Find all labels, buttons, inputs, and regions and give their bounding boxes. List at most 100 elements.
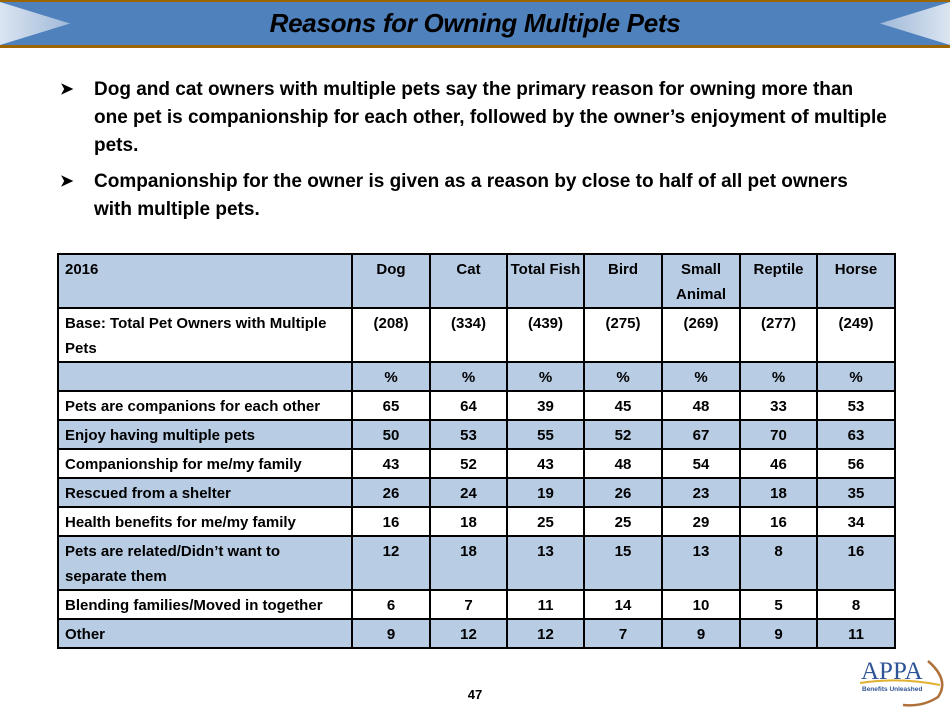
- row-label: 2016: [57, 253, 353, 309]
- table-cell: 15: [583, 535, 663, 591]
- row-label: Blending families/Moved in together: [57, 589, 353, 620]
- row-label: Other: [57, 618, 353, 649]
- table-cell: 26: [351, 477, 431, 508]
- table-cell: 18: [429, 506, 508, 537]
- table-cell: 43: [351, 448, 431, 479]
- table-cell: 55: [506, 419, 585, 450]
- table-cell: 12: [351, 535, 431, 591]
- row-label: Pets are related/Didn’t want to separate…: [57, 535, 353, 591]
- table-cell: Reptile: [739, 253, 818, 309]
- table-cell: Dog: [351, 253, 431, 309]
- table-cell: 26: [583, 477, 663, 508]
- table-cell: 46: [739, 448, 818, 479]
- table-cell: 64: [429, 390, 508, 421]
- table-cell: 11: [816, 618, 896, 649]
- table-cell: 65: [351, 390, 431, 421]
- table-cell: %: [429, 361, 508, 392]
- table-cell: 48: [583, 448, 663, 479]
- bullet-text: Companionship for the owner is given as …: [94, 171, 848, 220]
- title-banner: Reasons for Owning Multiple Pets: [0, 0, 950, 48]
- table-cell: 10: [661, 589, 741, 620]
- table-cell: 16: [816, 535, 896, 591]
- slide-title: Reasons for Owning Multiple Pets: [269, 8, 681, 38]
- table-cell: (275): [583, 307, 663, 363]
- table-cell: 12: [506, 618, 585, 649]
- table-cell: 7: [429, 589, 508, 620]
- table-cell: 25: [506, 506, 585, 537]
- table-cell: %: [583, 361, 663, 392]
- table-cell: 63: [816, 419, 896, 450]
- table-header-row: 2016 Dog Cat Total Fish Bird Small Animal Rept…: [57, 253, 896, 309]
- table-cell: 53: [429, 419, 508, 450]
- table-cell: 5: [739, 589, 818, 620]
- table-cell: 39: [506, 390, 585, 421]
- table-cell: (269): [661, 307, 741, 363]
- table-cell: 29: [661, 506, 741, 537]
- table-cell: Bird: [583, 253, 663, 309]
- table-cell: 24: [429, 477, 508, 508]
- table-cell: Total Fish: [506, 253, 585, 309]
- table-row: Pets are companions for each other 65 64 39…: [57, 390, 896, 421]
- table-cell: 35: [816, 477, 896, 508]
- table-cell: 52: [583, 419, 663, 450]
- table-cell: %: [661, 361, 741, 392]
- table-cell: 48: [661, 390, 741, 421]
- table-cell: 18: [429, 535, 508, 591]
- table-cell: 7: [583, 618, 663, 649]
- table-cell: 13: [506, 535, 585, 591]
- table-cell: 9: [739, 618, 818, 649]
- table-cell: 45: [583, 390, 663, 421]
- arrow-bullet-icon: ➤: [60, 173, 74, 190]
- reasons-table: 2016 Dog Cat Total Fish Bird Small Animal Rept…: [57, 253, 896, 649]
- table-cell: 13: [661, 535, 741, 591]
- table-cell: 11: [506, 589, 585, 620]
- svg-text:Benefits Unleashed: Benefits Unleashed: [862, 686, 922, 693]
- table-cell: %: [816, 361, 896, 392]
- row-label: Health benefits for me/my family: [57, 506, 353, 537]
- unit-row: %%%%%%%: [57, 361, 896, 392]
- table-cell: 50: [351, 419, 431, 450]
- table-cell: 33: [739, 390, 818, 421]
- table-row: Rescued from a shelter 26 24 19 26 23 18 35: [57, 477, 896, 508]
- table-cell: 8: [739, 535, 818, 591]
- appa-logo: APPA Benefits Unleashed: [859, 658, 944, 707]
- table-cell: 14: [583, 589, 663, 620]
- table-cell: 25: [583, 506, 663, 537]
- table-row: Companionship for me/my family 43 52 43 48 54…: [57, 448, 896, 479]
- table-cell: 19: [506, 477, 585, 508]
- table-cell: 23: [661, 477, 741, 508]
- arrow-bullet-icon: ➤: [60, 81, 74, 98]
- table-cell: %: [506, 361, 585, 392]
- row-label: Base: Total Pet Owners with Multiple Pet…: [57, 307, 353, 363]
- table-cell: %: [739, 361, 818, 392]
- row-label: Companionship for me/my family: [57, 448, 353, 479]
- table-cell: 18: [739, 477, 818, 508]
- table-cell: 56: [816, 448, 896, 479]
- table-cell: Horse: [816, 253, 896, 309]
- bullet-list: ➤ Dog and cat owners with multiple pets s…: [60, 76, 890, 232]
- bullet-item: ➤ Companionship for the owner is given as…: [60, 168, 890, 224]
- page-number: 47: [467, 687, 483, 702]
- table-cell: 9: [351, 618, 431, 649]
- table-cell: 43: [506, 448, 585, 479]
- table-cell: 67: [661, 419, 741, 450]
- table-cell: %: [351, 361, 431, 392]
- bullet-item: ➤ Dog and cat owners with multiple pets s…: [60, 76, 890, 160]
- table-cell: 53: [816, 390, 896, 421]
- row-label: Rescued from a shelter: [57, 477, 353, 508]
- table-row: Other 9 12 12 7 9 9 11: [57, 618, 896, 649]
- table-cell: Cat: [429, 253, 508, 309]
- table-cell: 16: [739, 506, 818, 537]
- table-row: Health benefits for me/my family 16 18 25 25…: [57, 506, 896, 537]
- table-row: Pets are related/Didn’t want to separate…: [57, 535, 896, 591]
- table-cell: 9: [661, 618, 741, 649]
- table-cell: 70: [739, 419, 818, 450]
- table-cell: 12: [429, 618, 508, 649]
- table-cell: 34: [816, 506, 896, 537]
- table-row: Blending families/Moved in together 6 7 11 1…: [57, 589, 896, 620]
- table-cell: (439): [506, 307, 585, 363]
- table-cell: 6: [351, 589, 431, 620]
- base-row: Base: Total Pet Owners with Multiple Pet…: [57, 307, 896, 363]
- table-cell: Small Animal: [661, 253, 741, 309]
- row-label: Pets are companions for each other: [57, 390, 353, 421]
